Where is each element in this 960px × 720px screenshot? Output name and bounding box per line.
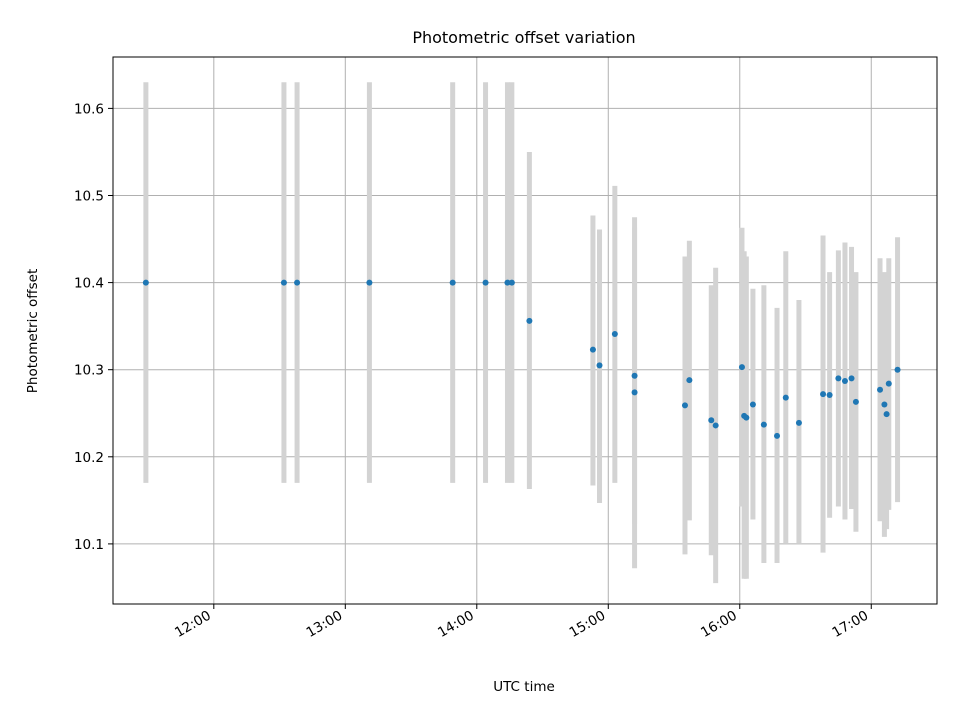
data-point <box>774 432 781 439</box>
x-tick-label: 15:00 <box>567 608 609 641</box>
data-point <box>294 279 301 286</box>
data-point <box>482 279 489 286</box>
data-point <box>820 391 827 398</box>
data-point <box>795 419 802 426</box>
y-axis-label: Photometric offset <box>25 269 41 393</box>
data-point <box>743 414 750 421</box>
data-point <box>835 375 842 382</box>
data-point <box>760 421 767 428</box>
data-point <box>508 279 515 286</box>
data-point <box>366 279 373 286</box>
error-bars <box>143 82 901 584</box>
data-points <box>142 279 901 439</box>
grid <box>113 57 937 604</box>
y-tick-label: 10.1 <box>74 537 104 553</box>
data-point <box>504 279 511 286</box>
x-tick-label: 16:00 <box>698 608 740 641</box>
data-point <box>841 378 848 385</box>
data-point <box>280 279 287 286</box>
data-point <box>749 401 756 408</box>
y-tick-label: 10.5 <box>74 188 104 204</box>
data-point <box>738 364 745 371</box>
data-point <box>894 366 901 373</box>
x-tick-label: 14:00 <box>435 608 477 641</box>
data-point <box>449 279 456 286</box>
data-point <box>686 377 693 384</box>
y-tick-label: 10.3 <box>74 363 104 379</box>
data-point <box>142 279 149 286</box>
plot-area-frame <box>112 56 938 605</box>
data-point <box>877 386 884 393</box>
data-point <box>631 389 638 396</box>
data-point <box>631 372 638 379</box>
data-point <box>883 411 890 418</box>
data-point <box>526 317 533 324</box>
data-point <box>589 346 596 353</box>
x-axis-label: UTC time <box>493 679 555 695</box>
data-point <box>852 398 859 405</box>
data-point <box>826 391 833 398</box>
y-tick-label: 10.2 <box>74 450 104 466</box>
data-point <box>611 330 618 337</box>
y-tick-label: 10.6 <box>74 101 104 117</box>
y-tick-label: 10.4 <box>74 276 104 292</box>
data-point <box>681 402 688 409</box>
data-point <box>848 375 855 382</box>
data-point <box>881 401 888 408</box>
data-point <box>712 422 719 429</box>
x-tick-label: 17:00 <box>830 608 872 641</box>
data-point <box>885 380 892 387</box>
x-tick-label: 12:00 <box>172 608 214 641</box>
chart-title: Photometric offset variation <box>412 28 635 47</box>
data-point <box>708 417 715 424</box>
data-point <box>596 362 603 369</box>
data-point <box>782 394 789 401</box>
x-tick-label: 13:00 <box>304 608 346 641</box>
